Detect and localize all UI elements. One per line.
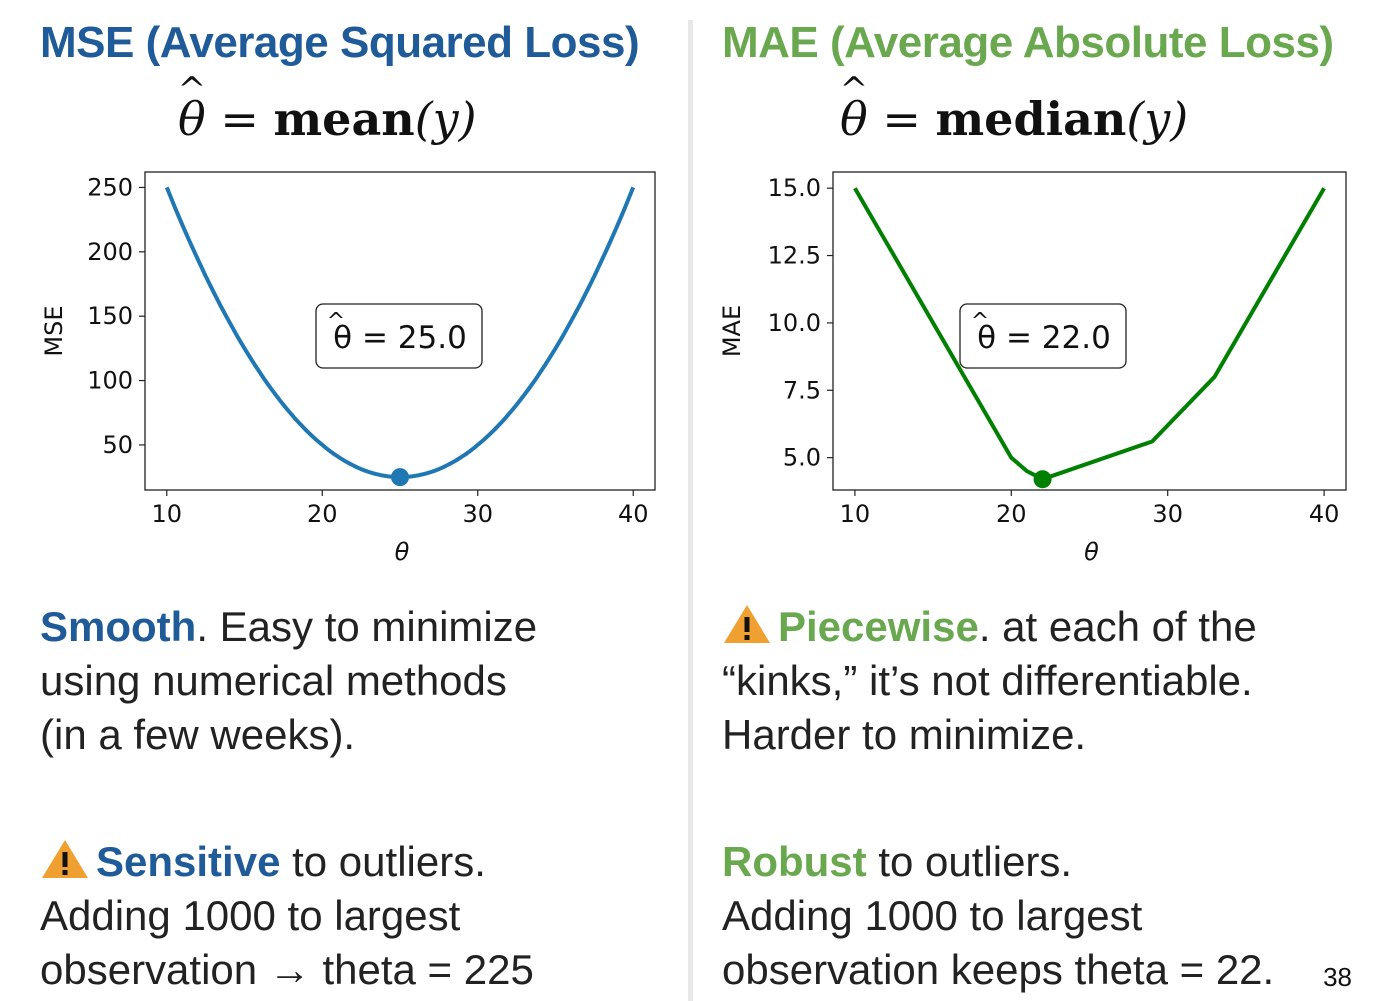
x-tick-label: 20 [996,500,1027,528]
robust-line-3: observation keeps theta = 22. [722,946,1275,993]
y-tick-label: 5.0 [783,444,821,472]
smooth-line-3: (in a few weeks). [40,711,356,758]
x-tick-label: 10 [840,500,871,528]
mae-piecewise-text: Piecewise. at each of the “kinks,” it’s … [722,600,1362,762]
mse-sensitive-text: Sensitive to outliers. Adding 1000 to la… [40,835,680,997]
plot-frame [832,171,1347,491]
y-tick-label: 12.5 [768,242,821,270]
sensitive-keyword: Sensitive [96,838,281,885]
y-tick-label: 250 [87,173,133,201]
piecewise-keyword: Piecewise [778,603,979,650]
y-tick-label: 100 [87,367,133,395]
mse-chart: 10 20 30 40 50 100 150 200 250 θ MSE θ = 25.0^ [40,171,656,566]
x-tick-label: 40 [618,500,649,528]
x-tick-label: 40 [1309,500,1340,528]
robust-line-2: Adding 1000 to largest [722,892,1143,939]
annotation-label: θ = 22.0 [977,320,1111,356]
y-tick-label: 200 [87,238,133,266]
column-divider [688,20,693,1001]
y-tick-label: 7.5 [783,376,821,404]
y-axis-label: MSE [40,305,68,356]
piecewise-line-1: . at each of the [978,603,1257,650]
mae-formula: ^ θ = median(y) [840,70,1189,146]
mse-heading: MSE (Average Squared Loss) [40,18,640,67]
mae-robust-text: Robust to outliers. Adding 1000 to large… [722,835,1362,997]
sensitive-line-2: Adding 1000 to largest [40,892,461,939]
mae-chart: 10 20 30 40 5.0 7.5 10.0 12.5 15.0 θ MAE θ = 22.0^ [718,171,1347,566]
smooth-line-1: . Easy to minimize [196,603,538,650]
robust-line-1: to outliers. [866,838,1073,885]
formula-arg: (y) [1126,92,1189,146]
mse-column: MSE (Average Squared Loss) ^ θ = mean(y) … [0,0,690,1001]
warning-icon [42,840,88,878]
annotation-box [959,303,1127,369]
x-tick-label: 10 [151,500,182,528]
y-tick-label: 50 [102,431,133,459]
mse-smooth-text: Smooth. Easy to minimize using numerical… [40,600,680,762]
minimum-point [1033,470,1052,489]
hat-mark: ^ [839,70,869,110]
formula-lhs: θ [178,92,206,146]
minimum-point [391,468,409,487]
robust-keyword: Robust [722,838,867,885]
annotation-hat: ^ [327,309,345,334]
y-tick-label: 15.0 [768,174,821,202]
formula-function: mean [273,92,415,146]
annotation-label: θ = 25.0 [333,320,467,356]
x-axis-label: θ [395,538,410,566]
formula-equals: = [220,92,259,146]
x-tick-label: 20 [307,500,338,528]
formula-arg: (y) [414,92,477,146]
sensitive-line-3: observation → theta = 225 [40,946,534,993]
formula-lhs: θ [840,92,868,146]
mae-column: MAE (Average Absolute Loss) ^ θ = median(… [700,0,1382,1001]
x-tick-label: 30 [462,500,493,528]
x-axis-label: θ [1084,538,1099,566]
annotation-hat: ^ [971,309,989,334]
sensitive-line-1: to outliers. [280,838,486,885]
y-axis-label: MAE [718,305,746,357]
y-tick-label: 10.0 [768,309,821,337]
smooth-keyword: Smooth [40,603,197,650]
piecewise-line-3: Harder to minimize. [722,711,1087,758]
plot-frame [144,171,656,491]
piecewise-line-2: “kinks,” it’s not differentiable. [722,657,1253,704]
formula-equals: = [882,92,921,146]
hat-mark: ^ [177,70,207,110]
theta-hat-symbol: ^ θ [178,70,207,146]
theta-hat-symbol: ^ θ [840,70,869,146]
y-tick-label: 150 [87,302,133,330]
page-number: 38 [1323,962,1352,992]
x-tick-label: 30 [1152,500,1183,528]
mse-formula: ^ θ = mean(y) [178,70,477,146]
warning-icon [724,605,770,643]
formula-function: median [935,92,1127,146]
annotation-box [315,303,483,369]
smooth-line-2: using numerical methods [40,657,507,704]
mae-heading: MAE (Average Absolute Loss) [722,18,1334,67]
